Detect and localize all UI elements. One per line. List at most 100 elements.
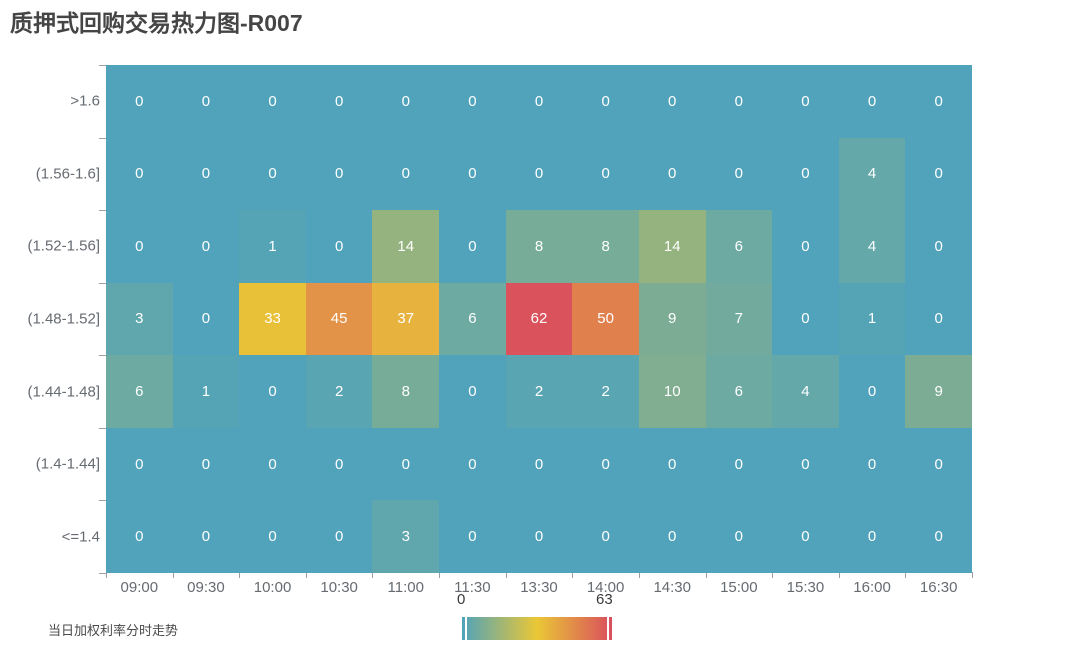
heatmap-cell[interactable]: 2: [305, 355, 373, 428]
heatmap-cell[interactable]: 3: [106, 282, 173, 356]
heatmap-cell[interactable]: 1: [172, 355, 240, 428]
heatmap-cell[interactable]: 0: [172, 137, 240, 211]
heatmap-cell[interactable]: 0: [572, 500, 639, 573]
heatmap-cell[interactable]: 0: [106, 65, 173, 138]
heatmap-cell[interactable]: 0: [905, 282, 972, 356]
heatmap-cell[interactable]: 6: [439, 282, 506, 356]
visualmap-gradient-bar[interactable]: [462, 617, 612, 640]
heatmap-cell[interactable]: 4: [772, 355, 839, 428]
heatmap-cell[interactable]: 0: [239, 65, 306, 138]
y-axis-label: (1.52-1.56]: [27, 237, 100, 255]
heatmap-cell[interactable]: 0: [305, 65, 373, 138]
heatmap-cell[interactable]: 0: [439, 65, 506, 138]
heatmap-cell[interactable]: 0: [838, 65, 906, 138]
heatmap-cell[interactable]: 0: [439, 355, 506, 428]
heatmap-cell[interactable]: 62: [505, 282, 573, 356]
heatmap-cell[interactable]: 0: [305, 500, 373, 573]
heatmap-cell[interactable]: 0: [772, 210, 839, 283]
heatmap-cell[interactable]: 0: [838, 427, 906, 501]
heatmap-cell[interactable]: 0: [372, 65, 440, 138]
heatmap-cell[interactable]: 0: [838, 355, 906, 428]
heatmap-cell[interactable]: 0: [172, 65, 240, 138]
heatmap-cell[interactable]: 0: [638, 65, 706, 138]
heatmap-cell[interactable]: 0: [705, 65, 773, 138]
heatmap-cell[interactable]: 3: [372, 500, 440, 573]
visualmap-min-handle[interactable]: [456, 613, 465, 644]
heatmap-cell[interactable]: 0: [239, 500, 306, 573]
heatmap-cell[interactable]: 0: [638, 427, 706, 501]
heatmap-cell[interactable]: 4: [838, 210, 906, 283]
heatmap-cell[interactable]: 0: [905, 427, 972, 501]
heatmap-cell[interactable]: 0: [505, 427, 573, 501]
heatmap-cell[interactable]: 0: [838, 500, 906, 573]
heatmap-cell[interactable]: 6: [705, 355, 773, 428]
heatmap-cell[interactable]: 0: [772, 500, 839, 573]
heatmap-cell[interactable]: 0: [505, 65, 573, 138]
heatmap-cell[interactable]: 2: [505, 355, 573, 428]
heatmap-cell[interactable]: 8: [372, 355, 440, 428]
heatmap-cell[interactable]: 0: [172, 282, 240, 356]
visualmap-max-handle[interactable]: [609, 613, 618, 644]
heatmap-cell[interactable]: 0: [505, 500, 573, 573]
heatmap-cell[interactable]: 45: [305, 282, 373, 356]
heatmap-cell[interactable]: 8: [572, 210, 639, 283]
heatmap-cell[interactable]: 0: [638, 137, 706, 211]
heatmap-cell[interactable]: 0: [905, 65, 972, 138]
heatmap-cell[interactable]: 0: [372, 137, 440, 211]
heatmap-cell[interactable]: 0: [572, 137, 639, 211]
heatmap-cell[interactable]: 50: [572, 282, 639, 356]
heatmap-cell[interactable]: 0: [106, 210, 173, 283]
heatmap-cell[interactable]: 0: [172, 427, 240, 501]
heatmap-cell[interactable]: 14: [372, 210, 440, 283]
visualmap-min-label: 0: [457, 591, 466, 608]
heatmap-cell[interactable]: 0: [239, 137, 306, 211]
heatmap-cell[interactable]: 9: [638, 282, 706, 356]
heatmap-cell[interactable]: 0: [772, 427, 839, 501]
heatmap-cell[interactable]: 0: [705, 137, 773, 211]
heatmap-cell[interactable]: 0: [572, 65, 639, 138]
heatmap-cell[interactable]: 0: [905, 210, 972, 283]
heatmap-cell[interactable]: 0: [772, 282, 839, 356]
heatmap-cell[interactable]: 0: [106, 500, 173, 573]
heatmap-cell[interactable]: 0: [106, 137, 173, 211]
heatmap-cell[interactable]: 0: [239, 427, 306, 501]
heatmap-cell[interactable]: 6: [705, 210, 773, 283]
heatmap-cell[interactable]: 2: [572, 355, 639, 428]
heatmap-cell[interactable]: 0: [239, 355, 306, 428]
heatmap-cell[interactable]: 33: [239, 282, 306, 356]
heatmap-cell[interactable]: 6: [106, 355, 173, 428]
heatmap-cell[interactable]: 37: [372, 282, 440, 356]
heatmap-cell[interactable]: 0: [305, 210, 373, 283]
heatmap-cell[interactable]: 14: [638, 210, 706, 283]
heatmap-cell[interactable]: 0: [172, 210, 240, 283]
heatmap-cell[interactable]: 0: [505, 137, 573, 211]
heatmap-cell[interactable]: 0: [439, 137, 506, 211]
heatmap-cell[interactable]: 0: [305, 427, 373, 501]
heatmap-cell[interactable]: 8: [505, 210, 573, 283]
heatmap-cell[interactable]: 0: [572, 427, 639, 501]
heatmap-cell[interactable]: 0: [439, 427, 506, 501]
heatmap-cell[interactable]: 1: [239, 210, 306, 283]
heatmap-cell[interactable]: 9: [905, 355, 972, 428]
heatmap-cell[interactable]: 0: [106, 427, 173, 501]
heatmap-cell[interactable]: 4: [838, 137, 906, 211]
heatmap-cell[interactable]: 0: [305, 137, 373, 211]
heatmap-cell[interactable]: 10: [638, 355, 706, 428]
heatmap-cell[interactable]: 0: [905, 500, 972, 573]
heatmap-cell[interactable]: 0: [772, 137, 839, 211]
heatmap-cell[interactable]: 0: [905, 137, 972, 211]
y-axis-label: (1.4-1.44]: [35, 455, 100, 473]
legend-item-rate-line[interactable]: 当日加权利率分时走势: [16, 620, 178, 639]
heatmap-cell[interactable]: 0: [705, 500, 773, 573]
x-axis-label: 14:30: [653, 579, 691, 596]
heatmap-cell[interactable]: 0: [172, 500, 240, 573]
heatmap-cell[interactable]: 0: [705, 427, 773, 501]
heatmap-cell[interactable]: 0: [439, 210, 506, 283]
heatmap-cell[interactable]: 0: [772, 65, 839, 138]
heatmap-cell[interactable]: 0: [638, 500, 706, 573]
heatmap-cell[interactable]: 0: [439, 500, 506, 573]
heatmap-cell[interactable]: 1: [838, 282, 906, 356]
heatmap-cell[interactable]: 0: [372, 427, 440, 501]
heatmap-cell[interactable]: 7: [705, 282, 773, 356]
